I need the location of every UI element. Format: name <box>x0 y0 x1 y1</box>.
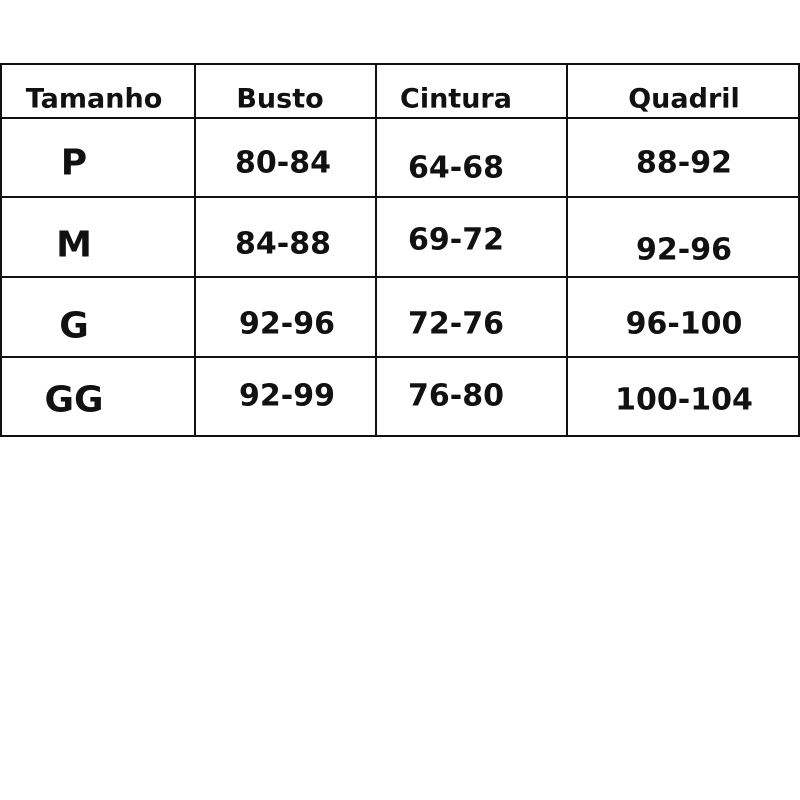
table-cell: 92-96 <box>636 232 732 268</box>
table-border <box>0 63 800 65</box>
table-cell: 64-68 <box>408 150 504 186</box>
table-border <box>798 64 800 437</box>
size-cell: M <box>56 224 92 266</box>
table-cell: 88-92 <box>636 145 732 181</box>
table-cell: 96-100 <box>625 306 743 342</box>
header-tamanho: Tamanho <box>25 83 163 115</box>
table-cell: 84-88 <box>235 226 331 262</box>
table-divider <box>0 196 800 198</box>
table-divider <box>194 64 196 437</box>
table-divider <box>0 276 800 278</box>
table-cell: 72-76 <box>408 306 504 342</box>
header-cintura: Cintura <box>400 83 512 115</box>
header-busto: Busto <box>236 83 324 115</box>
size-cell: G <box>59 305 89 347</box>
table-divider <box>375 64 377 437</box>
table-border <box>0 435 800 437</box>
table-cell: 100-104 <box>615 382 753 418</box>
size-cell: P <box>60 142 88 184</box>
table-cell: 92-99 <box>239 378 335 414</box>
table-divider <box>0 356 800 358</box>
header-quadril: Quadril <box>628 83 740 115</box>
table-divider <box>566 64 568 437</box>
table-cell: 69-72 <box>408 222 504 258</box>
table-divider <box>0 117 800 119</box>
table-cell: 80-84 <box>235 145 331 181</box>
table-border <box>0 64 2 437</box>
size-cell: GG <box>44 379 104 421</box>
table-cell: 92-96 <box>239 306 335 342</box>
table-cell: 76-80 <box>408 378 504 414</box>
